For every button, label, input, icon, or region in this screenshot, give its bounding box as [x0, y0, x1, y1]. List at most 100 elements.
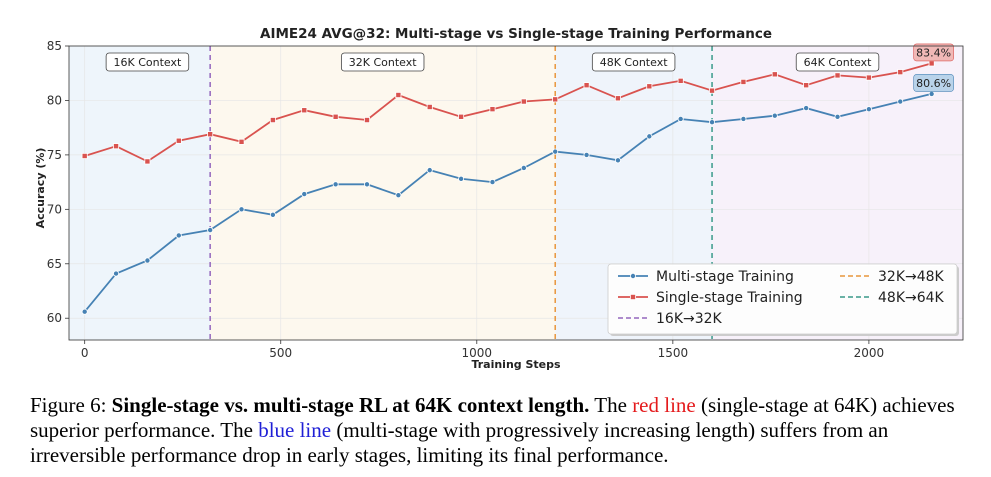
series-1-point-0: [81, 152, 88, 159]
region-label-2: 48K Context: [600, 56, 668, 69]
series-0-point-16: [583, 151, 590, 158]
series-0-point-24: [834, 113, 841, 120]
y-tick-label-0: 60: [47, 311, 62, 325]
series-1-point-21: [740, 78, 747, 85]
x-tick-label-2: 1000: [462, 346, 493, 360]
legend-box: [607, 263, 958, 335]
series-1-point-10: [395, 92, 402, 99]
series-line-0: [84, 93, 932, 313]
series-0-point-7: [301, 191, 308, 198]
y-axis-label: Accuracy (%): [34, 148, 47, 229]
series-1-point-11: [426, 103, 433, 110]
final-annotation-box-1: [913, 74, 954, 92]
series-0-point-25: [865, 106, 872, 113]
final-annotation-0: 83.4%: [916, 46, 951, 59]
series-0-point-4: [207, 227, 214, 234]
series-0-point-8: [332, 181, 339, 188]
region-label-0: 16K Context: [114, 56, 182, 69]
caption-text-1: The: [594, 393, 627, 417]
y-tick-label-2: 70: [47, 202, 62, 216]
series-1-point-4: [207, 131, 214, 138]
series-0-point-0: [81, 308, 88, 315]
series-0-point-9: [363, 181, 370, 188]
series-0-point-3: [175, 232, 182, 239]
series-0-point-1: [113, 270, 120, 277]
series-1-point-3: [175, 137, 182, 144]
caption-text-3: (multi-stage with progressively increasi…: [30, 418, 889, 467]
legend: Multi-stage Training Single-stage Trainin…: [607, 263, 959, 336]
x-axis-ticks: 0 500 1000 1500 2000: [81, 340, 884, 360]
series-1-point-26: [897, 69, 904, 76]
series-lines: [81, 60, 935, 315]
caption-blue-phrase: blue line: [258, 418, 332, 442]
series-1-point-15: [552, 96, 559, 103]
series-0-point-12: [458, 175, 465, 182]
legend-label-1-1: 48K→64K: [878, 290, 945, 306]
caption-bold-title: Single-stage vs. multi-stage RL at 64K c…: [111, 393, 590, 417]
series-1-point-19: [677, 77, 684, 84]
series-0-point-11: [426, 167, 433, 174]
figure-caption: Figure 6: Single-stage vs. multi-stage R…: [30, 393, 975, 468]
region-label-box-0: [105, 52, 190, 72]
y-axis-ticks: 60 65 70 75 80 85: [47, 39, 69, 325]
series-0-point-14: [520, 164, 527, 171]
series-1-point-24: [834, 72, 841, 79]
series-1-point-5: [238, 138, 245, 145]
legend-label-0-1: Single-stage Training: [656, 290, 803, 306]
series-0-point-6: [269, 211, 276, 218]
region-1: [210, 46, 556, 340]
y-tick-label-4: 80: [47, 93, 62, 107]
region-label-box-3: [795, 52, 880, 72]
region-label-3: 64K Context: [804, 56, 872, 69]
series-line-1: [84, 62, 932, 163]
series-1-point-12: [458, 113, 465, 120]
series-0-point-19: [677, 115, 684, 122]
y-tick-label-1: 65: [47, 257, 62, 271]
series-0-point-5: [238, 206, 245, 213]
chart-title: AIME24 AVG@32: Multi-stage vs Single-sta…: [260, 26, 772, 42]
series-1-point-6: [269, 117, 276, 124]
plot-frame: [68, 45, 964, 341]
legend-handle-0-0-marker: [630, 272, 637, 279]
final-annotation-box-0: [913, 43, 954, 62]
x-tick-label-0: 0: [81, 346, 89, 360]
x-axis-label: Training Steps: [471, 358, 561, 371]
series-1-point-14: [520, 98, 527, 105]
series-1-point-16: [583, 82, 590, 89]
x-tick-label-3: 1500: [658, 346, 689, 360]
series-1-point-9: [363, 117, 370, 124]
caption-red-phrase: red line: [632, 393, 696, 417]
chart: AIME24 AVG@32: Multi-stage vs Single-sta…: [34, 26, 964, 371]
series-1-point-8: [332, 113, 339, 120]
x-tick-label-1: 500: [269, 346, 292, 360]
series-1-point-23: [803, 82, 810, 89]
legend-label-0-0: Multi-stage Training: [656, 269, 794, 285]
series-1-point-1: [113, 143, 120, 150]
series-1-point-25: [865, 74, 872, 81]
series-0-point-10: [395, 192, 402, 199]
series-0-point-2: [144, 257, 151, 264]
y-tick-label-5: 85: [47, 39, 62, 53]
y-tick-label-3: 75: [47, 148, 62, 162]
series-1-point-13: [489, 106, 496, 113]
series-0-point-20: [709, 119, 716, 126]
series-0-point-27: [928, 90, 935, 97]
series-0-point-21: [740, 115, 747, 122]
caption-text-2: (single-stage at 64K) achieves superior …: [30, 393, 955, 442]
series-1-point-2: [144, 158, 151, 165]
series-0-point-26: [897, 98, 904, 105]
series-0-point-23: [803, 105, 810, 112]
series-1-point-27: [928, 60, 935, 67]
region-label-1: 32K Context: [349, 56, 417, 69]
series-0-point-17: [614, 157, 621, 164]
region-0: [69, 46, 211, 340]
series-1-point-18: [646, 83, 653, 90]
region-labels: 16K Context 32K Context 48K Context 64K Con…: [105, 52, 880, 72]
series-0-point-18: [646, 133, 653, 140]
region-label-box-2: [591, 52, 676, 72]
series-1-point-7: [301, 107, 308, 114]
series-1-point-17: [614, 95, 621, 102]
series-0-point-15: [552, 148, 559, 155]
legend-label-1-0: 32K→48K: [878, 269, 945, 285]
